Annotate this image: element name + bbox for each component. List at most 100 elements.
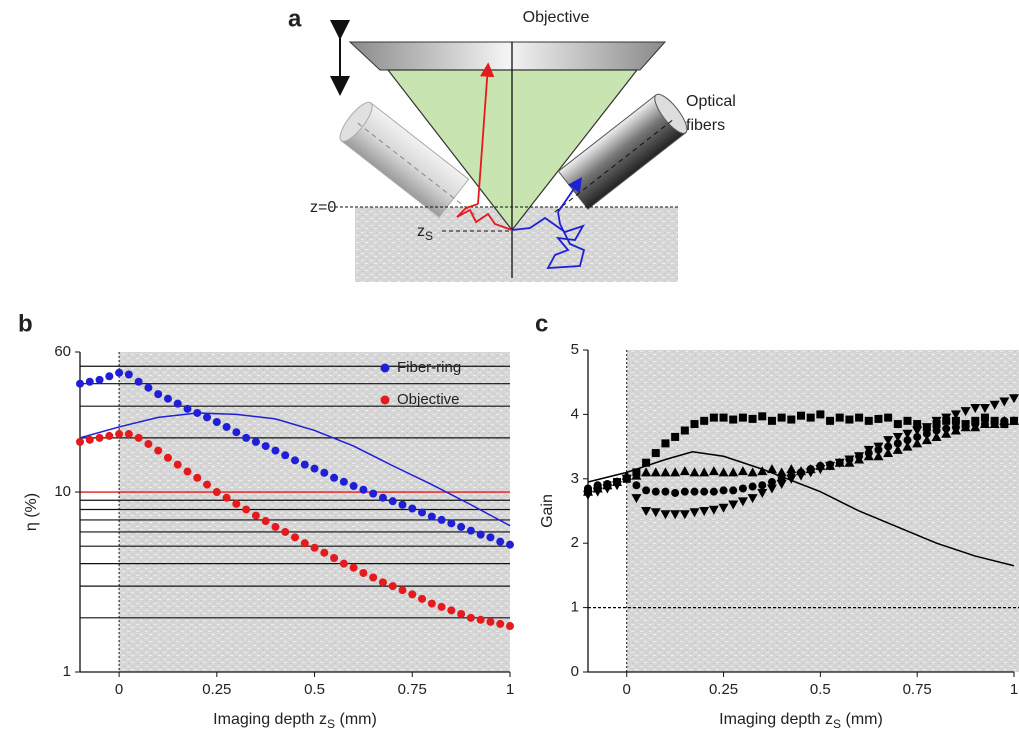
data-point [980, 420, 989, 429]
data-point [921, 423, 932, 433]
y-tick-label: 5 [571, 341, 579, 358]
data-point [496, 537, 505, 546]
data-point [212, 488, 221, 497]
depth-label: zS [417, 223, 433, 243]
data-point [310, 464, 319, 473]
data-point [641, 507, 652, 516]
data-point [700, 416, 709, 425]
data-point [932, 426, 941, 435]
data-point [232, 499, 241, 508]
data-point [388, 582, 397, 591]
data-point [671, 488, 680, 497]
data-point [960, 407, 971, 417]
data-point [855, 413, 864, 422]
data-point [970, 403, 981, 413]
data-point [496, 619, 505, 628]
data-point [310, 543, 319, 552]
data-point [642, 486, 651, 495]
data-point [699, 467, 710, 477]
data-point [950, 410, 961, 420]
data-point [476, 615, 485, 624]
data-point [261, 517, 270, 526]
data-point [650, 508, 661, 518]
data-point [777, 413, 786, 422]
data-point [758, 481, 767, 490]
data-point [961, 421, 970, 430]
data-point [437, 602, 446, 611]
diagram: a Objective Optical fibers z=0 zS [288, 5, 736, 282]
data-point [251, 437, 260, 446]
data-point [748, 414, 757, 423]
data-point [105, 431, 114, 440]
panel-label: c [535, 310, 548, 337]
model-line [79, 412, 511, 527]
data-point [912, 438, 923, 448]
data-point [892, 444, 903, 454]
data-point [418, 594, 427, 603]
data-point [593, 481, 602, 490]
data-point [815, 465, 826, 475]
data-point [203, 413, 212, 422]
data-point [388, 497, 397, 506]
data-point [232, 428, 241, 437]
data-point [758, 412, 767, 421]
data-point [719, 413, 728, 422]
data-point [173, 460, 182, 469]
data-point [427, 512, 436, 521]
data-point [680, 487, 689, 496]
data-point [902, 429, 913, 439]
data-point [193, 473, 202, 482]
data-point [583, 490, 593, 500]
data-point [679, 510, 690, 520]
data-point [883, 436, 894, 446]
y-tick-label: 0 [571, 663, 579, 680]
data-point [873, 442, 884, 452]
legend-marker [380, 363, 390, 373]
y-tick-label: 3 [571, 470, 579, 487]
y-tick-label: 2 [571, 534, 579, 551]
data-point [700, 487, 709, 496]
data-point [922, 429, 931, 438]
data-point [816, 410, 825, 419]
x-axis-label: Imaging depth zS (mm) [213, 711, 377, 731]
data-point [291, 533, 299, 542]
data-point [708, 466, 719, 476]
data-point [281, 451, 290, 460]
data-point [602, 484, 613, 494]
data-point [689, 508, 700, 518]
data-point [738, 413, 747, 422]
fibers-label: Optical [686, 93, 736, 110]
data-point [728, 467, 739, 477]
data-point [154, 446, 163, 455]
data-point [115, 368, 124, 377]
data-point [281, 527, 290, 536]
data-point [864, 416, 873, 425]
data-point [466, 613, 475, 622]
x-axis-label-part: (mm) [335, 711, 377, 728]
data-point [124, 370, 133, 379]
data-point [757, 488, 768, 498]
x-tick-label: 1 [1010, 681, 1018, 698]
data-point [261, 442, 270, 451]
data-point [378, 493, 387, 502]
data-point [893, 420, 902, 429]
data-point [690, 487, 699, 496]
data-point [173, 399, 182, 408]
data-point [680, 426, 689, 435]
data-point [212, 418, 221, 427]
data-point [729, 486, 738, 495]
x-axis-label-part: S [327, 717, 335, 731]
data-point [912, 426, 923, 436]
data-point [115, 430, 124, 439]
data-point [1000, 416, 1009, 425]
data-point [320, 548, 329, 557]
data-point [447, 606, 456, 615]
data-point [359, 485, 368, 494]
data-point [651, 487, 660, 496]
data-point [747, 467, 758, 477]
data-point [486, 533, 495, 542]
data-point [95, 433, 104, 442]
red-path [456, 203, 513, 231]
data-point [592, 487, 603, 497]
